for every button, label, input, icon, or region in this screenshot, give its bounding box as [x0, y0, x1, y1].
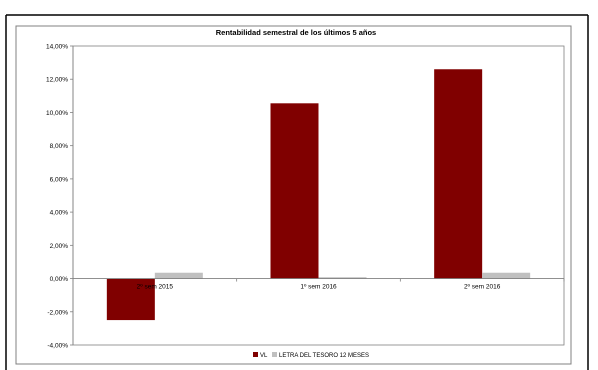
x-axis: 2º sem 2015 1º sem 2016 2º sem 2016 [72, 278, 565, 291]
y-tick-label: 0,00% [50, 276, 69, 283]
y-tick-label: -4,00% [47, 343, 68, 350]
bar-vl-0 [106, 278, 155, 321]
legend-label-1: LETRA DEL TESORO 12 MESES [279, 353, 369, 359]
chart-title: Rentabilidad semestral de los últimos 5 … [216, 28, 376, 37]
y-tick-label: 2,00% [50, 243, 69, 250]
bar-letra-tesoro-2 [482, 272, 531, 279]
bar-letra-tesoro-0 [154, 272, 203, 279]
y-tick-label: -2,00% [47, 309, 68, 316]
bar-letra-tesoro-1 [318, 277, 367, 279]
y-tick-label: 14,00% [46, 44, 68, 51]
legend-label-0: VL [260, 353, 268, 359]
legend-swatch-1 [272, 352, 277, 357]
legend-swatch-0 [253, 352, 258, 357]
y-tick-label: 10,00% [46, 110, 68, 117]
bar-vl-1 [270, 103, 319, 279]
bar-vl-2 [434, 69, 483, 279]
x-category-label: 2º sem 2015 [137, 284, 174, 291]
chart-area-border [15, 25, 572, 365]
y-tick-label: 4,00% [50, 210, 69, 217]
y-tick-label: 8,00% [50, 143, 69, 150]
legend: VL LETRA DEL TESORO 12 MESES [253, 352, 369, 359]
bars [106, 69, 531, 321]
y-axis: -4,00% -2,00% 0,00% 2,00% 4,00% 6,00% 8,00% 10,… [46, 44, 74, 350]
x-category-label: 2º sem 2016 [464, 284, 501, 291]
x-category-label: 1º sem 2016 [300, 284, 337, 291]
y-tick-label: 6,00% [50, 176, 69, 183]
y-tick-label: 12,00% [46, 77, 68, 84]
